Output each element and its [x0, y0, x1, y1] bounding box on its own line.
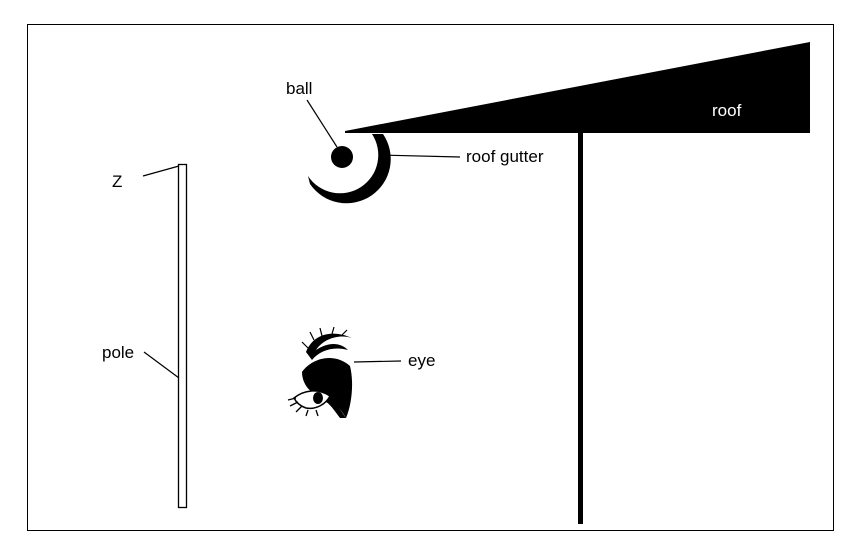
eye-label: eye	[408, 351, 435, 370]
ball-leader-line	[306, 99, 338, 148]
roof-gutter-shape	[308, 134, 391, 204]
roof-gutter-leader-line	[378, 154, 461, 158]
pole-shape	[177, 163, 188, 509]
z-leader-line	[142, 165, 180, 177]
roof-label: roof	[712, 101, 742, 120]
roof-gutter-label: roof gutter	[466, 147, 544, 166]
roof-shape	[345, 42, 810, 133]
ball-label: ball	[286, 79, 312, 98]
eye-leader-line	[353, 360, 402, 363]
pole-label: pole	[102, 343, 134, 362]
roof-post	[578, 131, 583, 524]
ball-shape	[331, 146, 353, 168]
pole-leader-line	[143, 351, 180, 379]
eye-icon	[287, 326, 353, 418]
z-label: Z	[112, 172, 122, 191]
